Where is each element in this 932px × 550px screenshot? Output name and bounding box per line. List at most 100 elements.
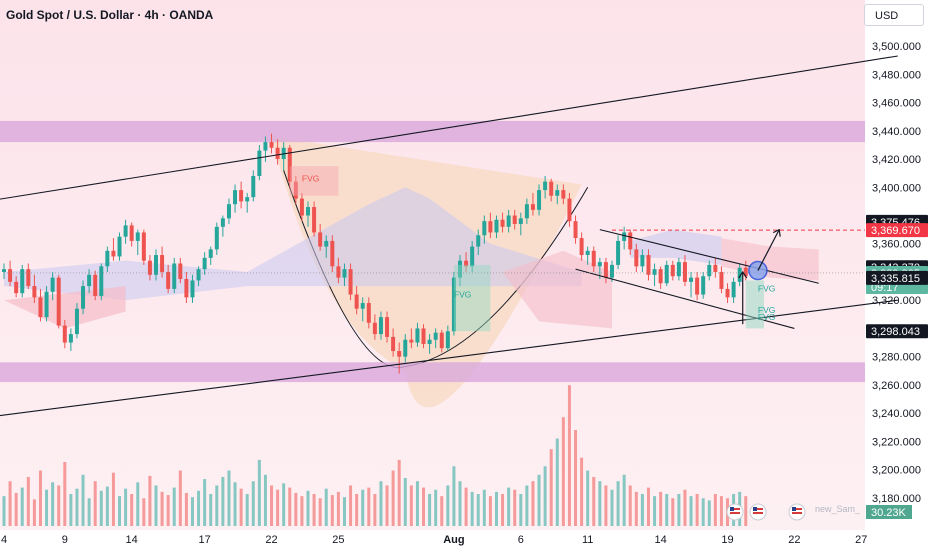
candle-body	[245, 197, 250, 202]
candle-body	[385, 317, 390, 337]
flag-stripe	[730, 508, 740, 510]
volume-bar	[574, 430, 578, 526]
fvg-label: FVG	[302, 174, 319, 184]
volume-bar	[227, 470, 231, 526]
volume-bar	[69, 494, 73, 526]
volume-bar	[391, 470, 395, 526]
candle-body	[318, 232, 323, 247]
candle-body	[603, 262, 608, 278]
time-axis[interactable]: 4 9 14 17 22 25 Aug 6 11 14 19 22 27	[1, 534, 867, 546]
fvg-label: FVG	[454, 289, 471, 299]
volume-bar	[45, 489, 49, 526]
candle-body	[372, 322, 377, 335]
candle-body	[549, 181, 554, 196]
candle-body	[62, 325, 67, 343]
candle-body	[451, 277, 456, 332]
fvg-box-up	[453, 264, 491, 332]
time-axis-background	[0, 530, 865, 550]
volume-bar	[470, 491, 474, 526]
time-tick-label: 9	[62, 534, 68, 546]
candle-body	[20, 269, 25, 294]
volume-bar	[172, 487, 176, 526]
volume-bar	[148, 475, 152, 526]
volume-bar	[361, 489, 365, 526]
price-label-text: 3,298.043	[871, 326, 920, 338]
candle-body	[610, 264, 614, 278]
currency-selector[interactable]: USD	[864, 4, 924, 26]
candle-body	[682, 262, 687, 282]
price-tick-label: 3,180.000	[872, 493, 921, 505]
candle-body	[640, 255, 645, 267]
volume-bar	[306, 490, 310, 526]
candle-body	[743, 267, 748, 277]
price-tick-label: 3,500.000	[872, 41, 921, 53]
time-tick-label: 14	[655, 534, 667, 546]
candle-body	[324, 240, 329, 247]
volume-bar	[221, 476, 225, 526]
volume-bar	[464, 487, 468, 526]
volume-bar	[452, 466, 456, 526]
candle-body	[561, 190, 566, 199]
volume-bar	[57, 485, 61, 526]
time-tick-label: 6	[518, 534, 524, 546]
candle-body	[154, 255, 158, 275]
volume-bar	[330, 495, 334, 526]
volume-bar	[604, 485, 608, 526]
candle-body	[737, 267, 742, 282]
candle-body	[117, 236, 122, 257]
candle-body	[555, 190, 560, 196]
candle-body	[488, 221, 493, 233]
volume-bar	[440, 496, 444, 526]
time-tick-label: Aug	[443, 534, 464, 546]
candle-body	[184, 279, 189, 298]
candle-body	[178, 263, 183, 280]
candle-body	[476, 235, 481, 247]
volume-bar	[677, 494, 681, 526]
volume-bar	[458, 481, 462, 526]
volume-bar	[713, 494, 717, 526]
volume-bar	[130, 494, 134, 526]
flag-canton	[730, 507, 734, 511]
candle-body	[506, 215, 511, 227]
candle-body	[135, 232, 140, 241]
author-watermark: new_Sam_	[815, 504, 861, 514]
price-label-box	[866, 324, 928, 339]
price-tick-label: 3,460.000	[872, 98, 921, 110]
candle-body	[421, 328, 426, 344]
price-label-text: 3,335.815	[871, 273, 920, 285]
price-tick-label: 3,420.000	[872, 154, 921, 166]
candle-body	[713, 264, 718, 272]
price-axis[interactable]: 3,500.000 3,480.000 3,460.000 3,440.000 3,42…	[872, 41, 921, 505]
candle-body	[32, 286, 37, 298]
price-tick-label: 3,400.000	[872, 182, 921, 194]
flag-stripe	[730, 512, 740, 514]
candle-body	[652, 269, 657, 275]
candle-body	[634, 249, 639, 267]
candle-body	[524, 204, 529, 219]
candle-body	[348, 269, 353, 295]
volume-bar	[215, 485, 219, 526]
volume-bar	[537, 474, 541, 526]
candle-body	[312, 207, 317, 233]
volume-bar	[166, 495, 170, 526]
volume-bar	[190, 497, 194, 526]
candle-body	[427, 339, 432, 344]
candle-body	[68, 334, 73, 343]
volume-bar	[342, 497, 346, 526]
candle-body	[628, 232, 633, 250]
volume-bar	[567, 385, 571, 526]
volume-bar	[197, 490, 201, 526]
volume-bar	[744, 496, 748, 526]
volume-bar	[531, 481, 535, 526]
volume-bar	[51, 482, 55, 526]
candle-body	[354, 294, 359, 309]
volume-bar	[38, 470, 42, 526]
volume-bar	[282, 483, 286, 526]
candle-body	[202, 257, 207, 270]
candle-body	[226, 204, 231, 219]
candle-body	[233, 190, 238, 205]
price-tick-label: 3,280.000	[872, 352, 921, 364]
candle-body	[220, 218, 225, 227]
price-tick-label: 3,260.000	[872, 380, 921, 392]
